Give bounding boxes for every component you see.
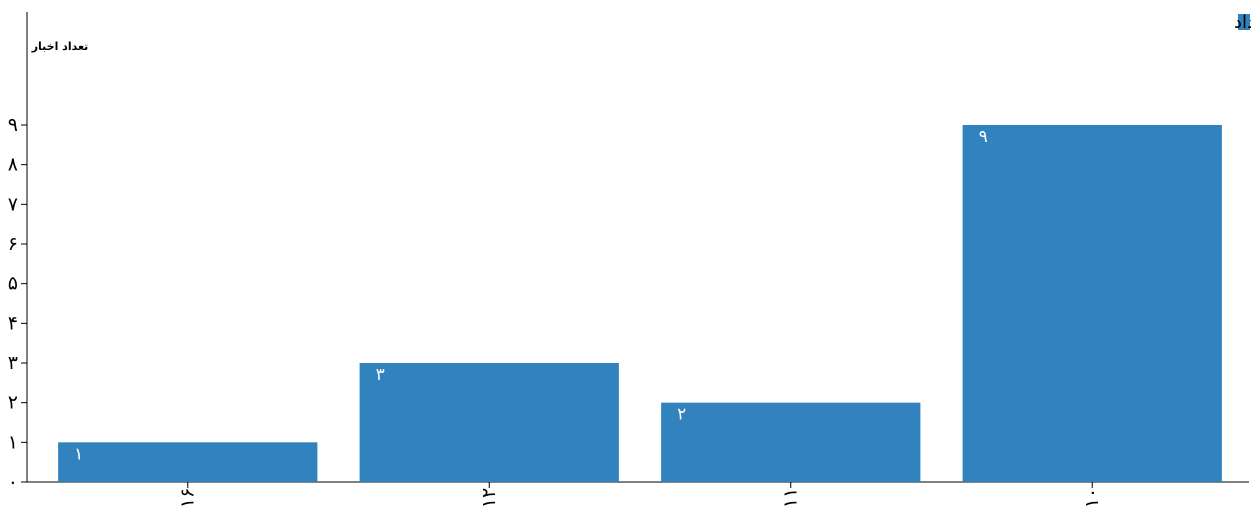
y-tick-label: ۴ (8, 312, 18, 334)
y-tick-label: ۳ (8, 352, 18, 374)
y-tick-label: ۰ (8, 471, 18, 493)
y-tick-label: ۵ (8, 273, 18, 295)
bars-group: ۱ ۳ ۲ ۹ (58, 125, 1222, 482)
bar-value-label: ۱ (74, 444, 83, 464)
bar[interactable] (661, 402, 921, 482)
y-tick-label: ۲ (8, 392, 18, 414)
x-tick-label: ۱۶ (176, 488, 198, 508)
legend-label: تعداد (1234, 12, 1251, 33)
y-tick-label: ۶ (8, 233, 18, 255)
bar-value-label: ۳ (376, 365, 385, 385)
y-axis: ۰ ۱ ۲ ۳ ۴ ۵ ۶ ۷ ۸ ۹ (8, 12, 28, 493)
bar[interactable] (359, 363, 619, 482)
y-tick-label: ۹ (8, 114, 18, 136)
x-tick-label: ۱۲ (478, 488, 500, 508)
y-tick-label: ۸ (8, 154, 18, 176)
legend-swatch (1238, 14, 1250, 30)
y-tick-label: ۱ (8, 431, 18, 453)
x-tick-label: ۱۱ (779, 488, 801, 508)
bar[interactable] (962, 125, 1222, 482)
bar[interactable] (58, 442, 318, 482)
bar-value-label: ۹ (979, 127, 988, 147)
y-tick-label: ۷ (8, 193, 18, 215)
x-axis: ۱۶ ۱۲ ۱۱ ۱۰ (27, 481, 1249, 508)
legend[interactable]: تعداد (1234, 12, 1251, 33)
x-tick-label: ۱۰ (1081, 488, 1103, 508)
bar-value-label: ۲ (677, 405, 686, 425)
y-axis-title: تعداد اخبار (31, 40, 89, 53)
